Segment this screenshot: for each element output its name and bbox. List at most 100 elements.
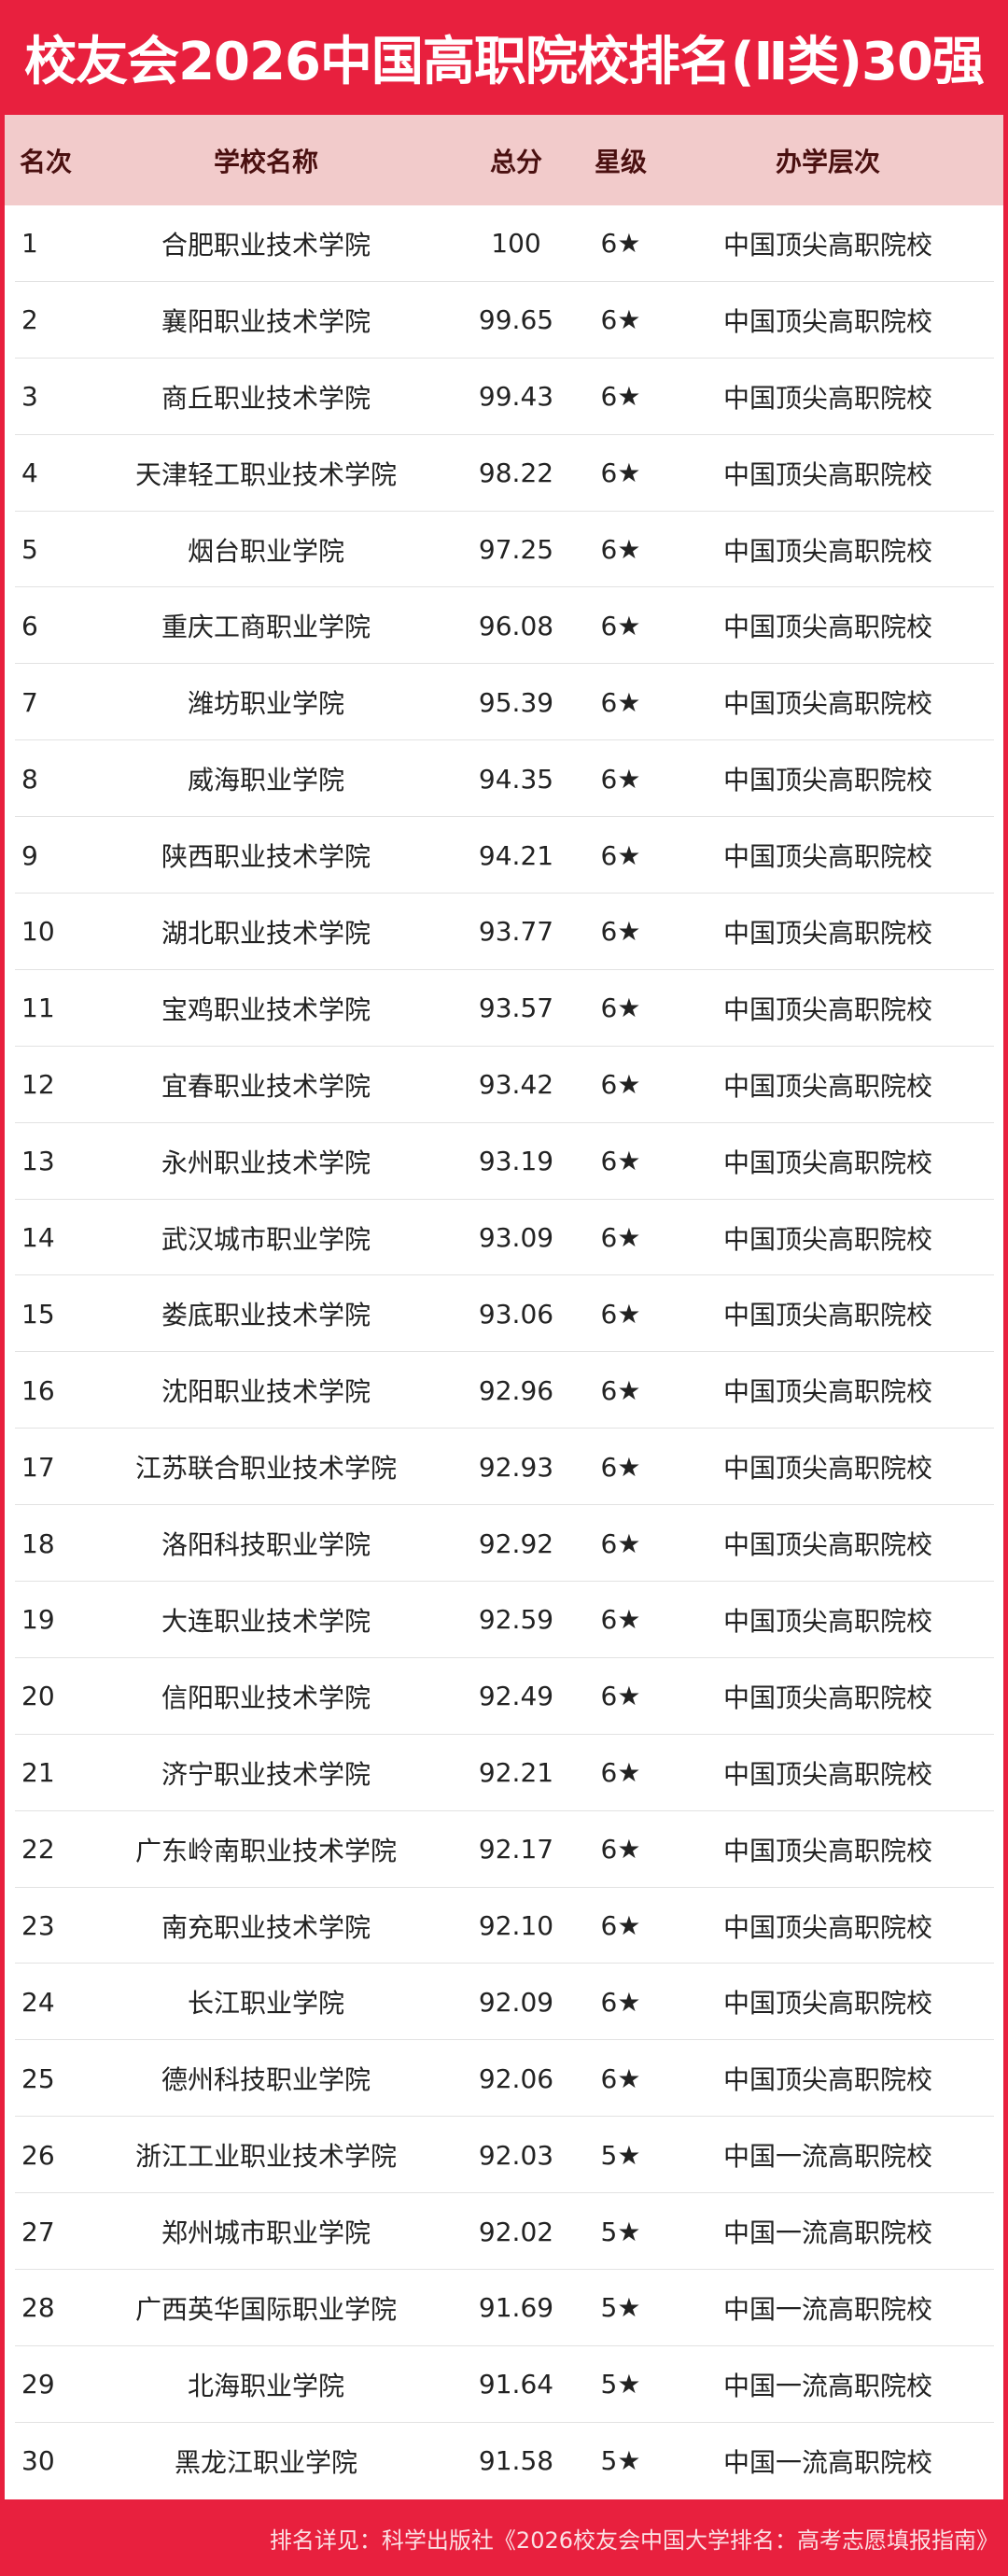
cell-school-name: 北海职业学院 — [187, 2370, 345, 2401]
cell-school-level: 中国顶尖高职院校 — [722, 1376, 933, 1408]
cell-school-level: 中国一流高职院校 — [722, 2217, 933, 2249]
cell-star-level: 6★ — [600, 1298, 641, 1330]
cell-star-level: 6★ — [600, 1451, 641, 1483]
table-row: 30 黑龙江职业学院 91.58 5★ 中国一流高职院校 — [5, 2423, 1003, 2499]
cell-rank: 26 — [21, 2139, 55, 2171]
cell-star-level: 6★ — [600, 686, 641, 718]
cell-rank: 16 — [21, 1374, 55, 1406]
table-row: 16 沈阳职业技术学院 92.96 6★ 中国顶尖高职院校 — [5, 1352, 1003, 1429]
cell-score: 93.19 — [478, 1146, 554, 1177]
page-title: 校友会2026中国高职院校排名(Ⅱ类)30强 — [24, 32, 985, 92]
cell-rank: 23 — [21, 1910, 55, 1942]
cell-rank: 19 — [21, 1604, 55, 1636]
cell-star-level: 5★ — [600, 2216, 641, 2247]
cell-rank: 17 — [21, 1451, 55, 1483]
header-star: 星级 — [594, 146, 648, 177]
table-row: 7 潍坊职业学院 95.39 6★ 中国顶尖高职院校 — [5, 664, 1003, 741]
cell-school-name: 娄底职业技术学院 — [161, 1300, 371, 1331]
cell-score: 94.21 — [478, 839, 554, 871]
cell-school-name: 浙江工业职业技术学院 — [134, 2141, 398, 2173]
cell-score: 96.08 — [478, 610, 554, 641]
cell-rank: 1 — [21, 228, 38, 260]
cell-score: 93.57 — [478, 992, 554, 1024]
cell-rank: 24 — [21, 1986, 55, 2018]
cell-school-name: 江苏联合职业技术学院 — [134, 1453, 398, 1485]
cell-school-level: 中国一流高职院校 — [722, 2141, 933, 2173]
cell-score: 92.03 — [478, 2139, 554, 2171]
cell-star-level: 6★ — [600, 839, 641, 871]
table-row: 18 洛阳科技职业学院 92.92 6★ 中国顶尖高职院校 — [5, 1505, 1003, 1582]
table-row: 12 宜春职业技术学院 93.42 6★ 中国顶尖高职院校 — [5, 1047, 1003, 1123]
cell-star-level: 6★ — [600, 534, 641, 565]
cell-score: 92.09 — [478, 1986, 554, 2018]
cell-rank: 9 — [21, 839, 38, 871]
table-row: 11 宝鸡职业技术学院 93.57 6★ 中国顶尖高职院校 — [5, 970, 1003, 1047]
table-row: 9 陕西职业技术学院 94.21 6★ 中国顶尖高职院校 — [5, 817, 1003, 894]
cell-star-level: 6★ — [600, 228, 641, 260]
cell-school-level: 中国顶尖高职院校 — [722, 1529, 933, 1561]
table-row: 1 合肥职业技术学院 100 6★ 中国顶尖高职院校 — [5, 205, 1003, 282]
cell-rank: 6 — [21, 610, 38, 641]
cell-school-name: 武汉城市职业学院 — [161, 1223, 371, 1255]
cell-star-level: 6★ — [600, 916, 641, 948]
cell-score: 92.17 — [478, 1834, 554, 1865]
cell-school-level: 中国顶尖高职院校 — [722, 612, 933, 643]
cell-school-name: 宜春职业技术学院 — [161, 1070, 371, 1102]
cell-school-name: 大连职业技术学院 — [161, 1605, 371, 1637]
cell-school-name: 长江职业学院 — [187, 1988, 345, 2020]
cell-score: 92.10 — [478, 1910, 554, 1942]
cell-school-level: 中国顶尖高职院校 — [722, 1835, 933, 1866]
table-row: 19 大连职业技术学院 92.59 6★ 中国顶尖高职院校 — [5, 1582, 1003, 1658]
cell-star-level: 6★ — [600, 1757, 641, 1789]
cell-score: 93.09 — [478, 1222, 554, 1254]
cell-rank: 27 — [21, 2216, 55, 2247]
table-row: 22 广东岭南职业技术学院 92.17 6★ 中国顶尖高职院校 — [5, 1811, 1003, 1888]
table-row: 25 德州科技职业学院 92.06 6★ 中国顶尖高职院校 — [5, 2040, 1003, 2118]
cell-star-level: 6★ — [600, 457, 641, 489]
cell-score: 99.43 — [478, 381, 554, 413]
cell-school-level: 中国顶尖高职院校 — [722, 1758, 933, 1790]
table-row: 23 南充职业技术学院 92.10 6★ 中国顶尖高职院校 — [5, 1888, 1003, 1964]
table-row: 2 襄阳职业技术学院 99.65 6★ 中国顶尖高职院校 — [5, 282, 1003, 359]
cell-school-name: 商丘职业技术学院 — [161, 382, 371, 414]
cell-score: 99.65 — [478, 304, 554, 336]
cell-star-level: 6★ — [600, 1374, 641, 1406]
cell-school-level: 中国一流高职院校 — [722, 2446, 933, 2478]
cell-star-level: 6★ — [600, 381, 641, 413]
cell-rank: 14 — [21, 1222, 55, 1254]
cell-rank: 10 — [21, 916, 55, 948]
cell-score: 92.49 — [478, 1681, 554, 1712]
table-row: 14 武汉城市职业学院 93.09 6★ 中国顶尖高职院校 — [5, 1200, 1003, 1276]
cell-score: 100 — [491, 228, 541, 260]
cell-school-name: 天津轻工职业技术学院 — [134, 458, 398, 490]
cell-rank: 11 — [21, 992, 55, 1024]
cell-star-level: 6★ — [600, 1527, 641, 1559]
cell-rank: 13 — [21, 1146, 55, 1177]
cell-school-name: 洛阳科技职业学院 — [161, 1529, 371, 1561]
cell-school-level: 中国顶尖高职院校 — [722, 1147, 933, 1178]
cell-rank: 28 — [21, 2292, 55, 2324]
cell-school-name: 永州职业技术学院 — [161, 1147, 371, 1178]
table-row: 15 娄底职业技术学院 93.06 6★ 中国顶尖高职院校 — [5, 1275, 1003, 1353]
table-row: 5 烟台职业学院 97.25 6★ 中国顶尖高职院校 — [5, 512, 1003, 588]
cell-star-level: 5★ — [600, 2139, 641, 2171]
cell-school-level: 中国顶尖高职院校 — [722, 1605, 933, 1637]
header-score: 总分 — [489, 146, 543, 177]
cell-score: 93.06 — [478, 1298, 554, 1330]
cell-school-name: 广东岭南职业技术学院 — [134, 1835, 398, 1866]
cell-school-level: 中国顶尖高职院校 — [722, 841, 933, 873]
cell-rank: 4 — [21, 457, 38, 489]
cell-score: 94.35 — [478, 763, 554, 795]
cell-star-level: 5★ — [600, 2445, 641, 2477]
cell-school-name: 广西英华国际职业学院 — [134, 2293, 398, 2325]
header-level: 办学层次 — [775, 146, 881, 177]
table-row: 24 长江职业学院 92.09 6★ 中国顶尖高职院校 — [5, 1964, 1003, 2041]
cell-star-level: 6★ — [600, 1834, 641, 1865]
table-row: 13 永州职业技术学院 93.19 6★ 中国顶尖高职院校 — [5, 1123, 1003, 1200]
cell-school-level: 中国顶尖高职院校 — [722, 305, 933, 337]
table-row: 26 浙江工业职业技术学院 92.03 5★ 中国一流高职院校 — [5, 2117, 1003, 2194]
table-body: 1 合肥职业技术学院 100 6★ 中国顶尖高职院校 2 襄阳职业技术学院 99.65 6★ 中国… — [5, 205, 1003, 2499]
cell-school-name: 潍坊职业学院 — [187, 688, 345, 720]
cell-star-level: 6★ — [600, 1222, 641, 1254]
cell-school-name: 陕西职业技术学院 — [161, 841, 371, 873]
